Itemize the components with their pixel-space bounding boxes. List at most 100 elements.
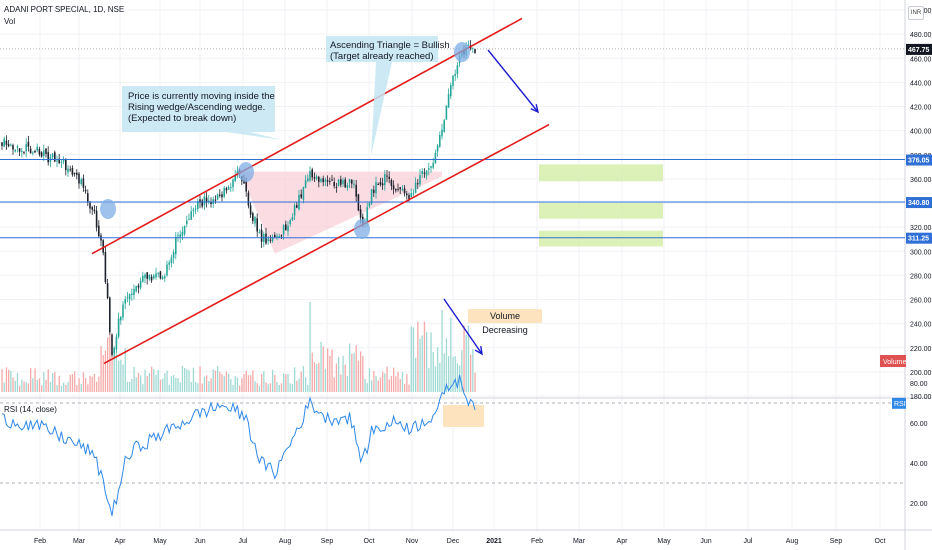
candle-body-110 <box>243 180 245 184</box>
volume-bar-93 <box>206 375 208 392</box>
candle-body-34 <box>76 172 78 175</box>
volume-bar-175 <box>386 366 388 392</box>
candle-body-193 <box>425 170 428 176</box>
volume-bar-6 <box>14 380 16 392</box>
candle-body-99 <box>219 194 221 196</box>
volume-bar-121 <box>267 384 269 392</box>
volume-decreasing-note: Volume Decreasing <box>468 309 542 335</box>
candle-body-103 <box>227 186 230 190</box>
candle-body-147 <box>324 179 327 182</box>
candle-body-13 <box>29 148 32 154</box>
candle-body-70 <box>155 273 157 278</box>
candle-body-140 <box>309 171 311 181</box>
candle-body-0 <box>1 142 3 146</box>
candle-body-154 <box>340 179 342 185</box>
candle-body-53 <box>117 318 120 337</box>
candle-body-191 <box>421 171 423 174</box>
volume-badge-text: Volume <box>883 359 906 366</box>
target-zone-1 <box>539 203 663 219</box>
candle-body-113 <box>249 205 252 215</box>
candle-body-167 <box>368 202 371 207</box>
volume-bar-43 <box>96 381 98 392</box>
volume-bar-177 <box>390 375 393 392</box>
volume-bar-60 <box>133 366 135 392</box>
candle-body-170 <box>375 181 377 194</box>
volume-badge-bg <box>880 355 906 367</box>
candle-body-97 <box>214 199 217 201</box>
volume-bar-44 <box>98 376 100 392</box>
volume-bar-11 <box>25 382 27 392</box>
candle-body-43 <box>95 210 98 228</box>
candle-body-124 <box>274 234 276 238</box>
candle-body-163 <box>359 209 362 218</box>
candle-body-4 <box>10 144 12 146</box>
volume-layer <box>1 302 476 392</box>
candle-body-146 <box>322 178 324 182</box>
currency-button[interactable]: INR <box>908 6 924 20</box>
breakdown-arrow-shaft <box>487 49 539 113</box>
volume-bar-198 <box>437 347 439 392</box>
candle-body-155 <box>342 180 344 184</box>
candle-body-173 <box>381 183 384 186</box>
candle-body-47 <box>104 252 107 283</box>
volume-bar-92 <box>203 376 206 392</box>
volume-bar-124 <box>274 374 276 392</box>
candle-body-161 <box>355 184 357 197</box>
candle-body-50 <box>111 334 113 355</box>
volume-bar-54 <box>120 359 122 392</box>
candle-body-175 <box>386 175 388 177</box>
candle-body-65 <box>144 274 146 279</box>
candle-body-138 <box>304 180 307 188</box>
candle-body-23 <box>51 153 54 158</box>
volume-bar-87 <box>192 367 195 392</box>
volume-bar-202 <box>445 338 448 392</box>
touch-marker-3 <box>454 42 470 62</box>
volume-bar-50 <box>111 351 113 392</box>
volume-bar-212 <box>467 325 470 392</box>
candle-body-158 <box>348 179 351 184</box>
volume-bar-68 <box>151 366 153 392</box>
candle-body-26 <box>58 158 60 163</box>
candle-body-61 <box>135 286 137 292</box>
volume-bar-110 <box>243 374 245 392</box>
candle-body-169 <box>373 189 375 193</box>
volume-bar-78 <box>173 374 175 392</box>
volume-bar-85 <box>188 370 190 392</box>
volume-bar-53 <box>118 360 120 392</box>
candle-body-36 <box>80 179 82 185</box>
volume-bar-214 <box>472 348 474 392</box>
volume-arrow-head <box>474 345 483 356</box>
volume-bar-196 <box>432 351 434 392</box>
volume-bar-27 <box>60 385 63 392</box>
volume-bar-169 <box>373 371 375 392</box>
candle-body-204 <box>450 85 452 97</box>
volume-bar-13 <box>30 368 32 392</box>
candle-body-58 <box>128 294 131 300</box>
symbol-title: ADANI PORT SPECIAL, 1D, NSE <box>4 5 125 14</box>
candle-body-215 <box>474 48 476 54</box>
volume-bar-150 <box>331 349 333 392</box>
volume-bar-107 <box>236 377 239 392</box>
time-tick-8: Oct <box>364 538 375 545</box>
volume-bar-159 <box>351 353 353 392</box>
wedge-note-line3: (Expected to break down) <box>128 113 237 124</box>
candle-body-79 <box>175 236 177 255</box>
volume-bar-73 <box>162 378 164 392</box>
volume-bar-176 <box>388 379 390 392</box>
candle-body-196 <box>432 163 434 168</box>
volume-bar-89 <box>197 383 199 392</box>
volume-bar-215 <box>474 372 476 392</box>
time-tick-19: Sep <box>830 538 843 545</box>
volume-bar-139 <box>307 384 309 392</box>
volume-bar-205 <box>452 357 454 392</box>
volume-bar-116 <box>256 383 258 392</box>
volume-bar-187 <box>412 327 415 392</box>
candle-body-74 <box>164 276 166 279</box>
volume-bar-75 <box>166 370 168 392</box>
wedge-lower-line <box>103 123 550 365</box>
candle-body-117 <box>258 231 261 233</box>
candle-body-139 <box>307 178 309 181</box>
candle-body-207 <box>456 65 459 74</box>
volume-bar-152 <box>335 363 338 392</box>
